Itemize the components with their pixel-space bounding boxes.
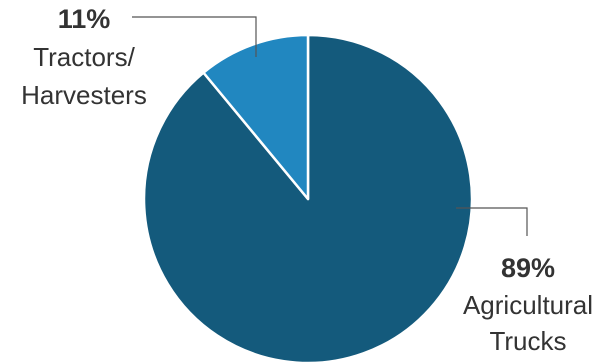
leader-line-tractors-harvesters [132,16,257,57]
slice-percent-label: 11% [58,4,111,34]
slice-name-label-line2: Harvesters [21,80,147,110]
slice-name-label-line2: Trucks [489,326,566,356]
slice-percent-label: 89% [501,253,555,283]
pie-slice-tractors-harvesters [202,33,310,201]
slice-labels: 89% Agricultural Trucks 11% Tractors/ Ha… [21,4,593,356]
slice-name-label-line1: Agricultural [463,290,593,320]
slice-name-label-line1: Tractors/ [33,42,135,72]
slices-layer [142,33,474,362]
leader-lines [132,16,528,236]
leader-line-agricultural-trucks [456,207,528,236]
